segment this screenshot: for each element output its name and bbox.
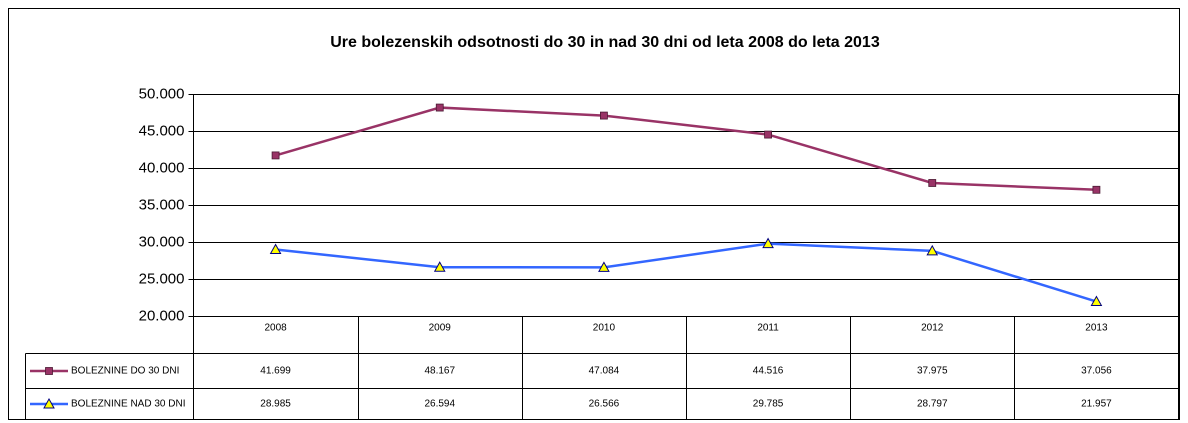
data-table	[25, 94, 1179, 420]
point	[435, 103, 444, 112]
point	[271, 151, 280, 160]
point	[269, 243, 282, 255]
series-line	[275, 106, 1097, 192]
x-tick-label: 2008	[264, 323, 287, 334]
point	[45, 367, 53, 375]
point	[43, 397, 55, 409]
value-label: 26.566	[589, 399, 620, 410]
chart-border	[8, 8, 1180, 420]
point	[762, 237, 774, 249]
legend-label: BOLEZNINE NAD 30 DNI	[71, 399, 185, 410]
value-label: 21.957	[1081, 399, 1112, 410]
value-label: 28.985	[260, 399, 291, 410]
point	[598, 261, 610, 272]
point	[928, 179, 937, 187]
series-line	[275, 242, 1097, 303]
point	[1090, 295, 1103, 307]
legend-label: BOLEZNINE DO 30 DNI	[71, 366, 179, 377]
point	[764, 130, 772, 139]
x-tick-label: 2012	[921, 323, 944, 334]
value-label: 28.797	[917, 399, 948, 410]
x-tick-label: 2009	[429, 323, 452, 334]
x-tick-label: 2013	[1085, 323, 1108, 334]
point	[433, 261, 446, 272]
value-label: 41.699	[260, 366, 291, 377]
value-label: 26.594	[424, 399, 455, 410]
y-tick-label: 40.000	[139, 159, 185, 176]
x-tick-label: 2011	[757, 323, 779, 334]
y-tick-label: 20.000	[139, 307, 185, 324]
y-tick-label: 25.000	[139, 270, 185, 287]
x-tick-label: 2010	[593, 323, 616, 334]
y-tick-label: 45.000	[139, 122, 185, 139]
point	[1092, 185, 1101, 194]
value-label: 29.785	[753, 399, 784, 410]
value-label: 44.516	[753, 366, 784, 377]
y-tick-label: 35.000	[139, 196, 185, 213]
y-tick-label: 50.000	[139, 85, 185, 102]
point	[600, 111, 608, 120]
point	[926, 244, 939, 256]
value-label: 37.056	[1081, 366, 1112, 377]
value-label: 47.084	[589, 366, 620, 377]
y-tick-label: 30.000	[139, 233, 185, 250]
value-label: 48.167	[424, 366, 455, 377]
chart-title: Ure bolezenskih odsotnosti do 30 in nad …	[330, 34, 880, 51]
value-label: 37.975	[917, 366, 948, 377]
